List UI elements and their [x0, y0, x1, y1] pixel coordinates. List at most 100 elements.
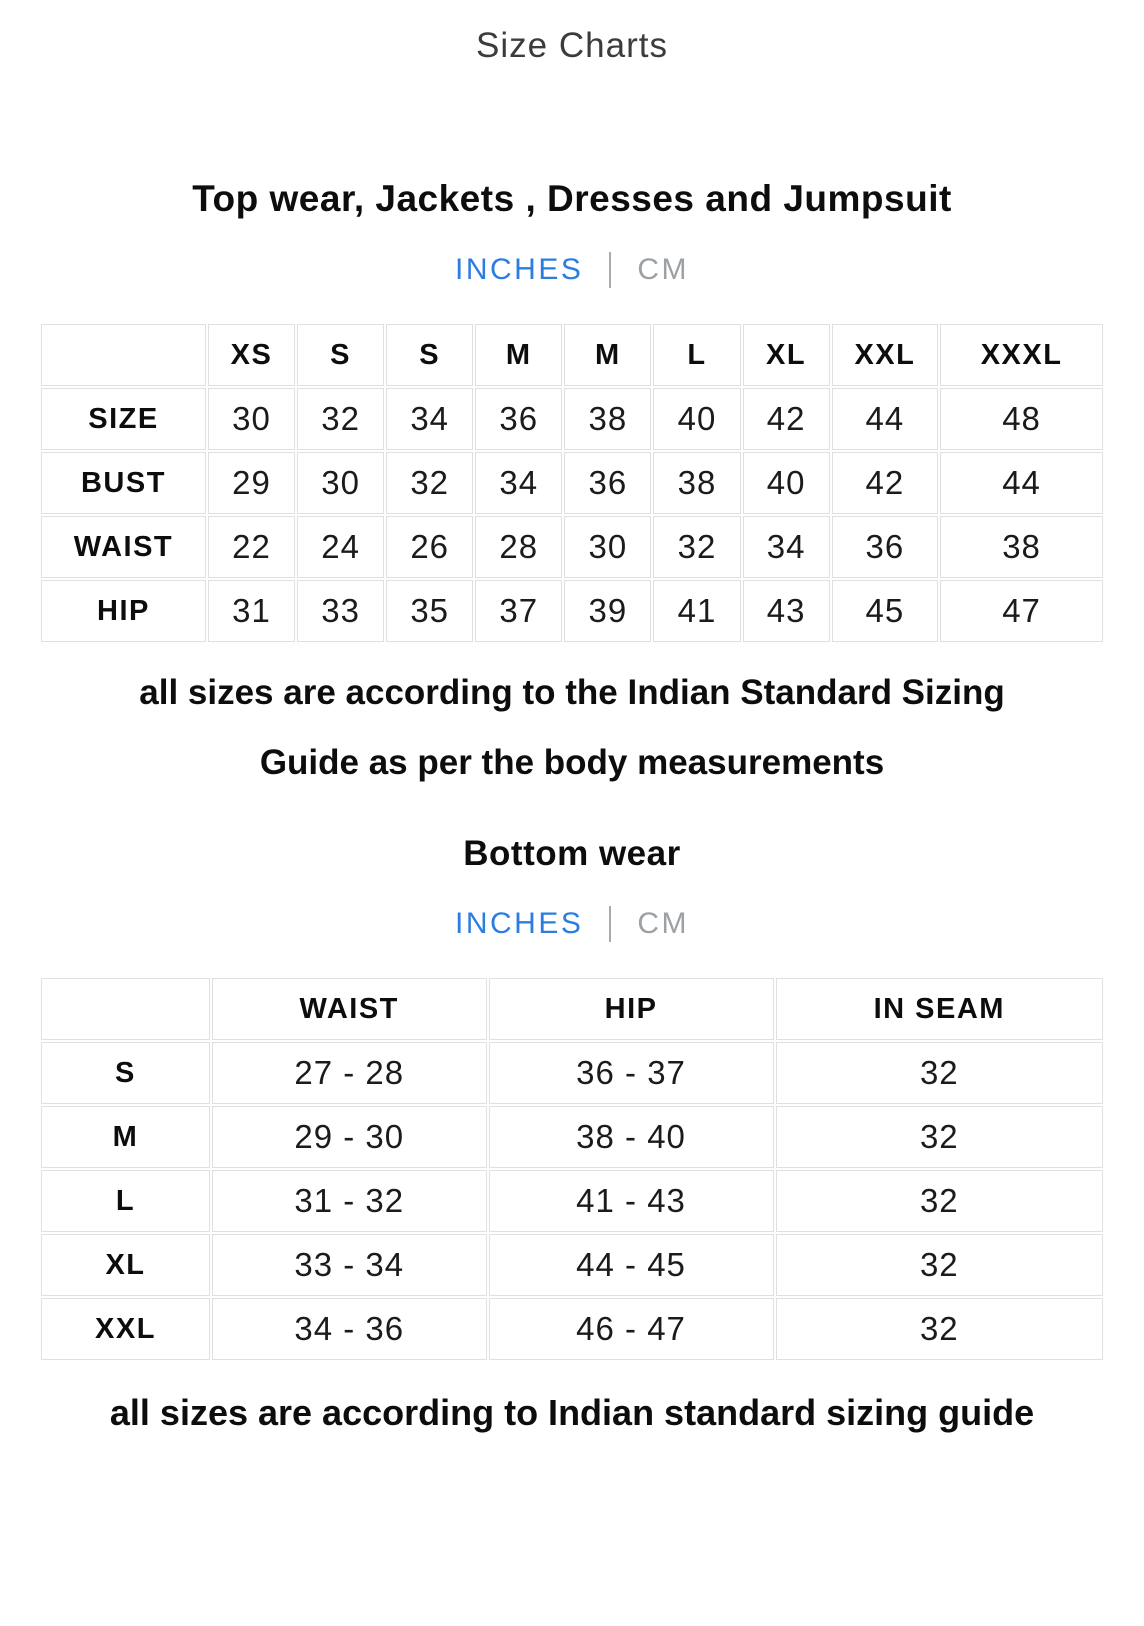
table-cell: 32: [653, 516, 741, 578]
column-header: XXL: [831, 324, 939, 386]
column-header: WAIST: [211, 978, 487, 1040]
bottomwear-cm-button[interactable]: CM: [637, 907, 689, 940]
table-cell: 44: [940, 452, 1103, 514]
column-header: HIP: [488, 978, 774, 1040]
row-label: XXL: [41, 1298, 210, 1360]
table-cell: 42: [742, 388, 830, 450]
table-cell: 32: [775, 1042, 1103, 1104]
topwear-size-table: XS S S M M L XL XXL XXXL SIZE 30 32 34 36 38 40 42 44 48 BU…: [39, 322, 1105, 644]
table-cell: 32: [775, 1234, 1103, 1296]
unit-toggle-separator: [609, 252, 612, 288]
table-cell: 32: [775, 1298, 1103, 1360]
table-cell: 34 - 36: [211, 1298, 487, 1360]
unit-toggle-separator: [609, 906, 612, 942]
table-row: HIP 31 33 35 37 39 41 43 45 47: [41, 580, 1103, 642]
table-cell: 47: [940, 580, 1103, 642]
row-label: XL: [41, 1234, 210, 1296]
table-cell: 40: [742, 452, 830, 514]
column-header: IN SEAM: [775, 978, 1103, 1040]
column-header: XS: [207, 324, 296, 386]
table-cell: 36: [564, 452, 652, 514]
table-cell: 38 - 40: [488, 1106, 774, 1168]
table-cell: 32: [297, 388, 385, 450]
table-cell: 30: [564, 516, 652, 578]
corner-cell: [41, 978, 210, 1040]
table-cell: 24: [297, 516, 385, 578]
page-title: Size Charts: [476, 26, 668, 65]
table-header-row: WAIST HIP IN SEAM: [41, 978, 1103, 1040]
table-cell: 44: [831, 388, 939, 450]
topwear-cm-button[interactable]: CM: [637, 253, 689, 286]
table-cell: 45: [831, 580, 939, 642]
table-cell: 43: [742, 580, 830, 642]
table-cell: 38: [653, 452, 741, 514]
column-header: XXXL: [940, 324, 1103, 386]
table-row: S 27 - 28 36 - 37 32: [41, 1042, 1103, 1104]
row-label: L: [41, 1170, 210, 1232]
size-charts-page: Size Charts Top wear, Jackets , Dresses …: [0, 26, 1144, 1446]
table-row: SIZE 30 32 34 36 38 40 42 44 48: [41, 388, 1103, 450]
column-header: L: [653, 324, 741, 386]
bottomwear-sizing-note: all sizes are according to Indian standa…: [109, 1392, 1035, 1433]
table-row: XXL 34 - 36 46 - 47 32: [41, 1298, 1103, 1360]
table-cell: 35: [386, 580, 474, 642]
topwear-unit-toggle: INCHES CM: [0, 250, 1144, 290]
table-cell: 46 - 47: [488, 1298, 774, 1360]
corner-cell: [41, 324, 206, 386]
column-header: XL: [742, 324, 830, 386]
table-cell: 33: [297, 580, 385, 642]
table-cell: 27 - 28: [211, 1042, 487, 1104]
table-cell: 34: [475, 452, 563, 514]
table-cell: 32: [386, 452, 474, 514]
table-row: WAIST 22 24 26 28 30 32 34 36 38: [41, 516, 1103, 578]
table-cell: 34: [742, 516, 830, 578]
row-label: BUST: [41, 452, 206, 514]
table-header-row: XS S S M M L XL XXL XXXL: [41, 324, 1103, 386]
table-cell: 36: [831, 516, 939, 578]
table-cell: 31 - 32: [211, 1170, 487, 1232]
table-row: M 29 - 30 38 - 40 32: [41, 1106, 1103, 1168]
topwear-heading: Top wear, Jackets , Dresses and Jumpsuit: [192, 178, 952, 219]
table-cell: 31: [207, 580, 296, 642]
table-cell: 33 - 34: [211, 1234, 487, 1296]
topwear-sizing-note: all sizes are according to the Indian St…: [139, 673, 1005, 782]
table-cell: 28: [475, 516, 563, 578]
row-label: WAIST: [41, 516, 206, 578]
topwear-section: Top wear, Jackets , Dresses and Jumpsuit…: [0, 178, 1144, 798]
table-cell: 38: [564, 388, 652, 450]
table-row: BUST 29 30 32 34 36 38 40 42 44: [41, 452, 1103, 514]
topwear-inches-button[interactable]: INCHES: [454, 253, 584, 286]
table-cell: 36 - 37: [488, 1042, 774, 1104]
table-cell: 42: [831, 452, 939, 514]
table-cell: 48: [940, 388, 1103, 450]
bottomwear-inches-button[interactable]: INCHES: [454, 907, 584, 940]
row-label: M: [41, 1106, 210, 1168]
table-cell: 34: [386, 388, 474, 450]
table-cell: 41: [653, 580, 741, 642]
table-cell: 44 - 45: [488, 1234, 774, 1296]
bottomwear-unit-toggle: INCHES CM: [0, 904, 1144, 944]
column-header: M: [475, 324, 563, 386]
table-cell: 22: [207, 516, 296, 578]
row-label: HIP: [41, 580, 206, 642]
table-cell: 41 - 43: [488, 1170, 774, 1232]
table-cell: 38: [940, 516, 1103, 578]
bottomwear-heading: Bottom wear: [463, 834, 681, 873]
table-cell: 37: [475, 580, 563, 642]
table-cell: 32: [775, 1170, 1103, 1232]
table-cell: 40: [653, 388, 741, 450]
bottomwear-section: Bottom wear INCHES CM WAIST HIP IN SEAM S 27…: [0, 834, 1144, 1446]
table-cell: 39: [564, 580, 652, 642]
table-cell: 29 - 30: [211, 1106, 487, 1168]
table-row: XL 33 - 34 44 - 45 32: [41, 1234, 1103, 1296]
column-header: M: [564, 324, 652, 386]
table-cell: 26: [386, 516, 474, 578]
row-label: SIZE: [41, 388, 206, 450]
bottomwear-size-table: WAIST HIP IN SEAM S 27 - 28 36 - 37 32 M 29 - 30…: [39, 976, 1105, 1362]
table-cell: 29: [207, 452, 296, 514]
column-header: S: [297, 324, 385, 386]
table-cell: 32: [775, 1106, 1103, 1168]
row-label: S: [41, 1042, 210, 1104]
table-row: L 31 - 32 41 - 43 32: [41, 1170, 1103, 1232]
table-cell: 30: [297, 452, 385, 514]
